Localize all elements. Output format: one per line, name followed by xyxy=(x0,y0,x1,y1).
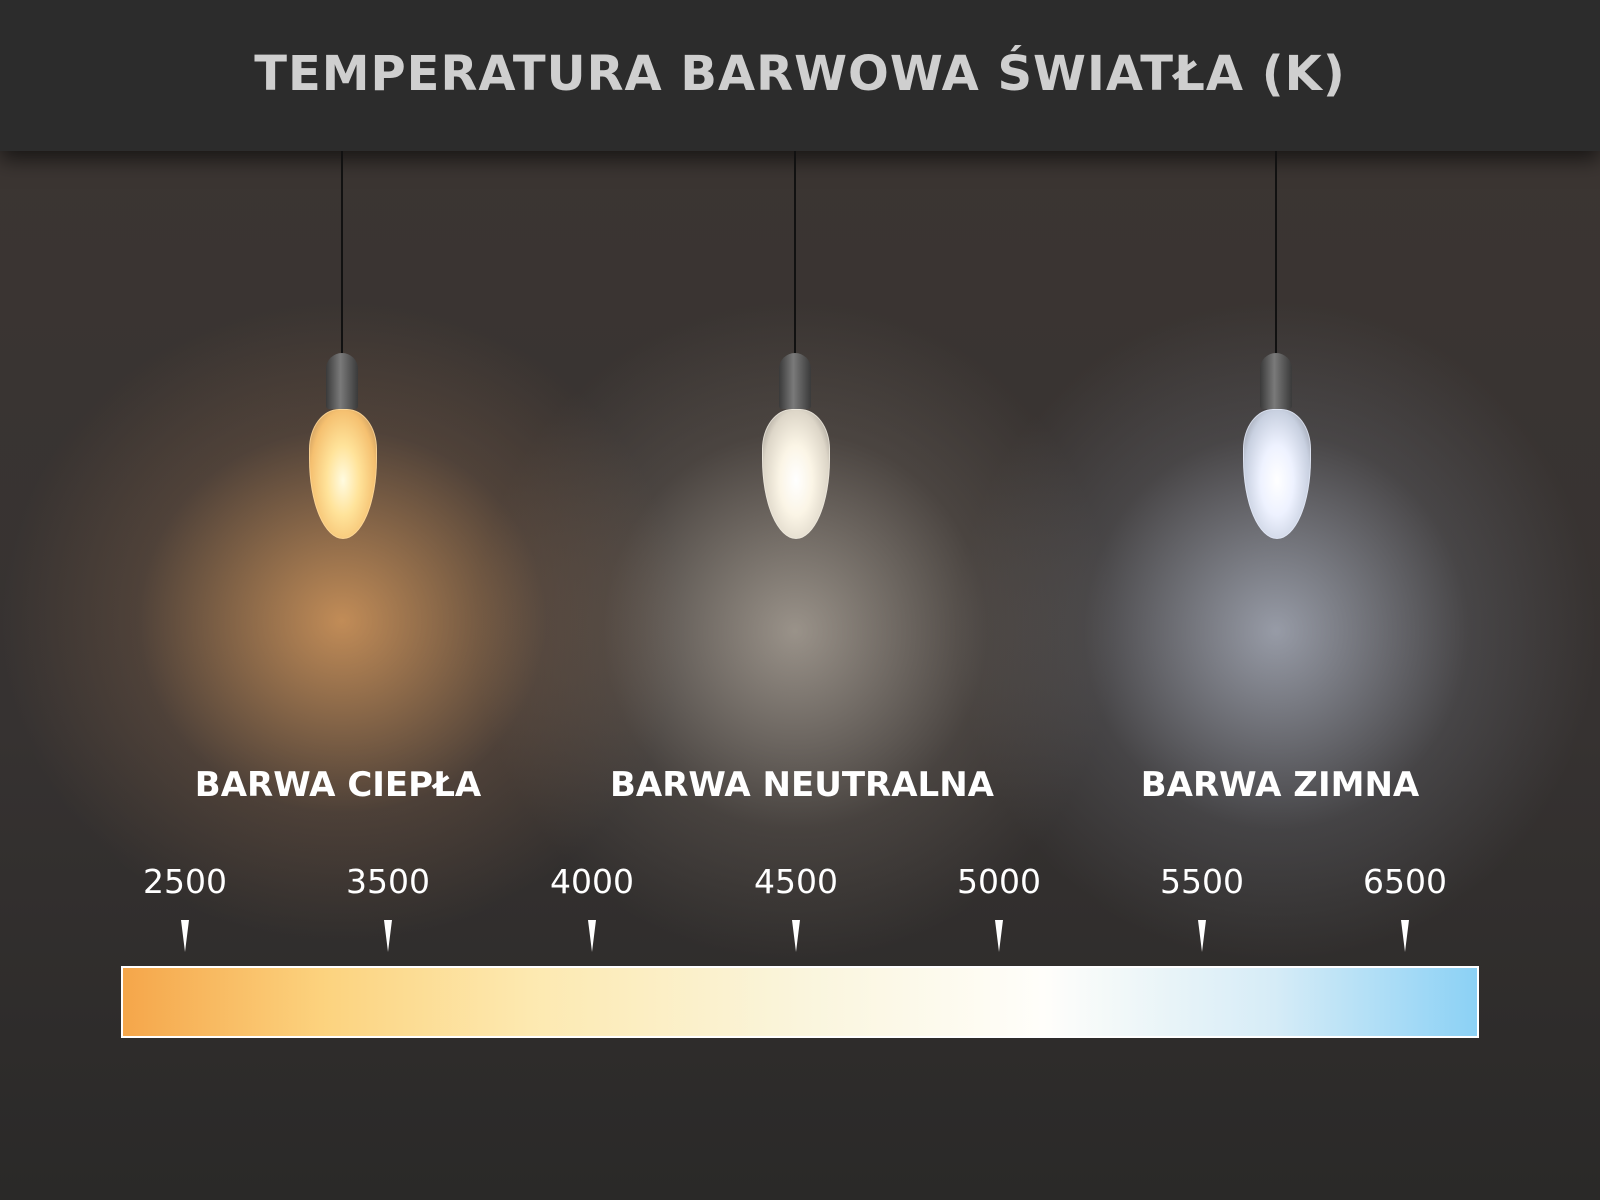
socket xyxy=(1260,353,1292,409)
socket xyxy=(779,353,811,409)
tick-marker xyxy=(181,920,189,952)
lamp-neutral xyxy=(755,151,835,551)
bulb-icon xyxy=(309,409,377,539)
lamp-warm xyxy=(302,151,382,551)
cord xyxy=(341,151,343,356)
category-label-neutral: BARWA NEUTRALNA xyxy=(610,765,994,805)
tick-marker xyxy=(1198,920,1206,952)
tick-label: 6500 xyxy=(1363,862,1447,901)
tick-label: 5500 xyxy=(1160,862,1244,901)
tick-marker xyxy=(1401,920,1409,952)
color-temperature-gradient-bar xyxy=(121,966,1479,1038)
tick-marker xyxy=(792,920,800,952)
tick-label: 2500 xyxy=(143,862,227,901)
category-label-warm: BARWA CIEPŁA xyxy=(194,765,482,805)
category-label-cool: BARWA ZIMNA xyxy=(1140,765,1420,805)
tick-label: 3500 xyxy=(346,862,430,901)
header-bar: TEMPERATURA BARWOWA ŚWIATŁA (K) xyxy=(0,0,1600,151)
tick-marker xyxy=(995,920,1003,952)
page-title: TEMPERATURA BARWOWA ŚWIATŁA (K) xyxy=(254,46,1346,102)
tick-label: 4500 xyxy=(754,862,838,901)
cord xyxy=(794,151,796,356)
bulb-icon xyxy=(762,409,830,539)
lamp-cool xyxy=(1236,151,1316,551)
tick-label: 5000 xyxy=(957,862,1041,901)
tick-marker xyxy=(588,920,596,952)
socket xyxy=(326,353,358,409)
tick-label: 4000 xyxy=(550,862,634,901)
tick-marker xyxy=(384,920,392,952)
bulb-icon xyxy=(1243,409,1311,539)
cord xyxy=(1275,151,1277,356)
